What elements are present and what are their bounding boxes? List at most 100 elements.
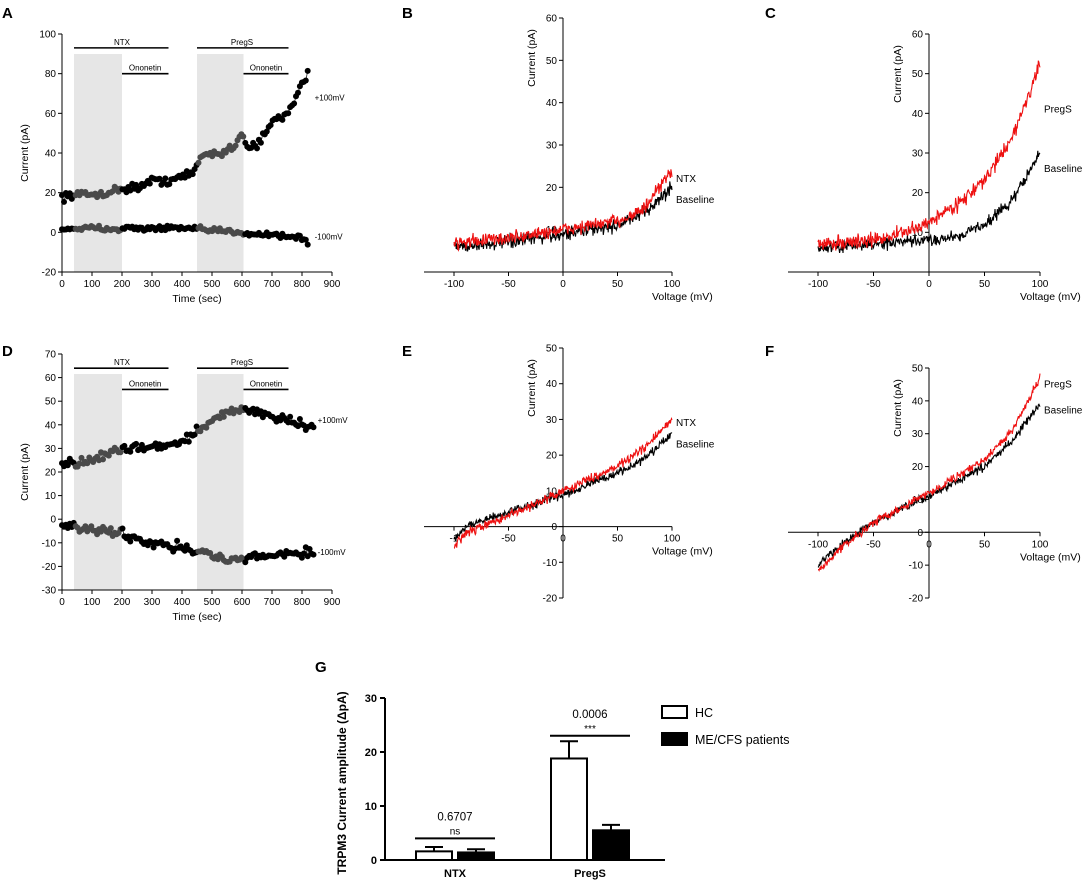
data-point: [232, 142, 239, 149]
data-point: [191, 431, 198, 438]
y-tick-label: 30: [546, 141, 558, 152]
drug-bar-label: PregS: [231, 358, 253, 367]
y-tick-label: 0: [50, 228, 56, 239]
y-tick-label: -10: [909, 561, 924, 572]
drug-bar-label: Ononetin: [129, 64, 161, 73]
data-point: [174, 537, 181, 544]
x-tick-label: 400: [174, 279, 191, 290]
data-point: [162, 175, 169, 182]
trace-pregs: [818, 373, 1041, 572]
y-tick-label: -30: [42, 586, 57, 597]
y-tick-label: 10: [365, 801, 377, 813]
x-tick-label: 100: [664, 534, 681, 545]
y-tick-label: 80: [45, 69, 57, 80]
y-tick-label: 0: [50, 515, 56, 526]
y-axis-label: Current (pA): [19, 443, 31, 501]
x-tick-label: 50: [612, 534, 624, 545]
bar: [415, 850, 453, 861]
x-tick-label: 300: [144, 279, 161, 290]
panel-letter: F: [765, 343, 774, 360]
shaded-region: [197, 54, 244, 272]
y-tick-label: 50: [912, 69, 924, 80]
data-point: [304, 67, 311, 74]
significance-label: ***: [584, 724, 596, 735]
x-tick-label: 600: [234, 597, 251, 608]
data-point: [189, 171, 196, 178]
data-point: [267, 122, 274, 129]
x-tick-label: 600: [234, 279, 251, 290]
x-axis-label: Voltage (mV): [652, 291, 713, 303]
data-point: [64, 462, 71, 469]
y-tick-label: 60: [45, 109, 57, 120]
trace-baseline: [453, 432, 673, 541]
data-point: [127, 538, 134, 545]
panel-letter: C: [765, 5, 776, 22]
x-tick-label: 800: [294, 597, 311, 608]
drug-bar-label: NTX: [114, 358, 131, 367]
panel-c: C -100 -50 0 50 100 10 20 30 40 50 60 Voltage (mV) Cu…: [765, 5, 1083, 303]
y-tick-label: 0: [917, 528, 923, 539]
legend: HC ME/CFS patients: [661, 705, 789, 747]
y-tick-label: -20: [42, 268, 57, 279]
data-point: [302, 236, 309, 243]
data-point: [304, 241, 311, 248]
data-point: [100, 456, 106, 463]
x-tick-label: 700: [264, 279, 281, 290]
series-label: -100mV: [318, 548, 347, 557]
trace-label: NTX: [676, 418, 696, 429]
x-tick-label: 700: [264, 597, 281, 608]
x-tick-label: -50: [866, 539, 881, 550]
y-tick-label: 20: [45, 188, 57, 199]
series-label: -100mV: [315, 232, 344, 241]
series-label: +100mV: [315, 93, 346, 102]
x-tick-label: 100: [84, 597, 101, 608]
x-tick-label: 100: [84, 279, 101, 290]
trace-baseline: [453, 181, 673, 252]
data-point: [105, 452, 112, 459]
x-axis-label: Voltage (mV): [652, 546, 713, 558]
drug-bar-label: Ononetin: [250, 64, 282, 73]
drug-bar-label: Ononetin: [250, 379, 282, 388]
data-point: [220, 413, 227, 420]
y-tick-label: 20: [912, 188, 924, 199]
trace-label: NTX: [676, 174, 696, 185]
panel-letter: B: [402, 5, 413, 22]
y-tick-label: 40: [45, 149, 57, 160]
y-tick-label: 20: [546, 451, 558, 462]
y-tick-label: 40: [546, 379, 558, 390]
data-point: [107, 525, 114, 532]
x-tick-label: 0: [560, 279, 566, 290]
data-point: [203, 424, 210, 431]
trace-label: PregS: [1044, 104, 1072, 115]
significance-label: ns: [450, 826, 461, 837]
p-value: 0.6707: [437, 811, 472, 823]
data-point: [195, 159, 202, 166]
legend-swatch: [661, 732, 688, 746]
x-tick-label: 50: [979, 279, 991, 290]
panel-letter: G: [315, 659, 327, 676]
trace-label: Baseline: [676, 195, 715, 206]
y-tick-label: 40: [912, 109, 924, 120]
data-point: [296, 416, 303, 422]
p-value: 0.0006: [572, 709, 607, 721]
y-tick-label: 40: [45, 420, 57, 431]
shaded-region: [74, 54, 122, 272]
data-point: [295, 89, 301, 96]
y-tick-label: 20: [365, 747, 377, 759]
y-tick-label: 10: [546, 486, 558, 497]
trace-label: Baseline: [676, 439, 715, 450]
data-point: [156, 175, 163, 182]
x-tick-label: 50: [979, 539, 991, 550]
x-tick-label: 0: [59, 279, 65, 290]
y-tick-label: 40: [546, 98, 558, 109]
x-tick-label: 200: [114, 597, 131, 608]
y-tick-label: -10: [42, 538, 57, 549]
data-point: [242, 559, 249, 566]
trace-label: PregS: [1044, 379, 1072, 390]
x-tick-label: -50: [866, 279, 881, 290]
